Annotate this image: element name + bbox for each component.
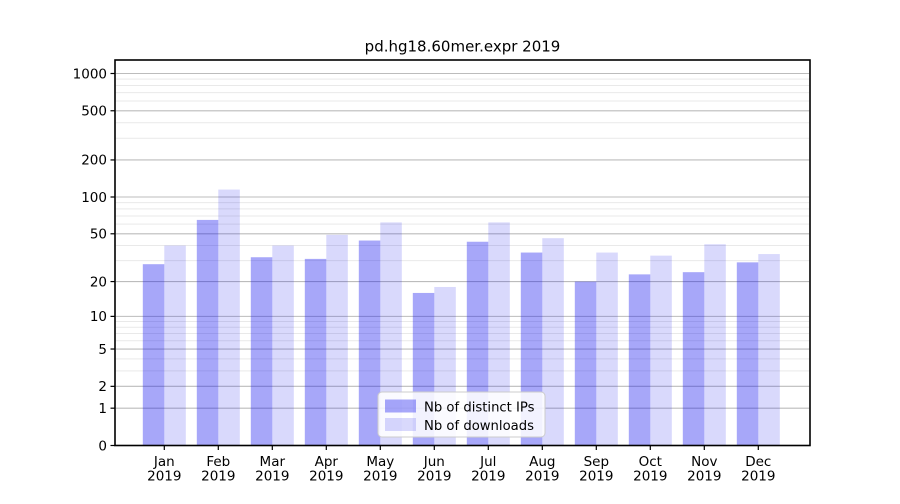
legend-swatch-downloads [385,418,416,431]
bar-ips-may [358,240,381,446]
year-label: 2019 [201,469,235,485]
bar-downloads-mar [272,245,294,446]
x-tick-label-may: May 2019 [363,454,397,485]
month-label: Oct [639,454,662,470]
y-tick-label: 20 [90,274,107,290]
year-label: 2019 [525,469,559,485]
legend-label-ips: Nb of distinct IPs [424,401,535,416]
y-tick-label: 2 [98,379,107,395]
bar-ips-sep [574,281,597,446]
month-label: Jan [153,454,175,470]
month-label: Feb [206,454,230,470]
x-tick-label-apr: Apr 2019 [309,454,343,485]
bar-ips-feb [196,219,219,446]
bar-downloads-oct [650,255,672,446]
year-label: 2019 [255,469,289,485]
year-label: 2019 [363,469,397,485]
year-label: 2019 [687,469,721,485]
x-tick-label-mar: Mar 2019 [255,454,289,485]
legend-swatch-ips [385,399,416,413]
y-tick-label: 50 [90,227,107,243]
bar-ips-dec [736,262,759,446]
bar-ips-oct [628,274,651,446]
y-tick-label: 1 [98,401,107,417]
x-tick-label-nov: Nov 2019 [687,454,721,485]
x-tick-label-jan: Jan 2019 [147,454,181,485]
year-label: 2019 [579,469,613,485]
bar-downloads-feb [218,189,240,446]
bar-ips-apr [304,258,327,446]
year-label: 2019 [471,469,505,485]
plot-border [114,59,811,447]
bar-ips-nov [682,272,705,446]
month-label: Sep [584,454,609,470]
y-tick-label: 10 [90,309,107,325]
bar-downloads-sep [596,252,618,446]
bar-downloads-apr [326,234,348,446]
year-label: 2019 [741,469,775,485]
bar-downloads-may [380,222,402,446]
y-tick-label: 200 [81,153,107,169]
x-tick-label-dec: Dec 2019 [741,454,775,485]
month-label: Jun [423,454,445,470]
bar-downloads-jan [164,245,186,446]
x-tick-label-jun: Jun 2019 [417,454,451,485]
month-label: Mar [260,454,286,470]
month-label: Jul [479,454,496,470]
month-label: Dec [745,454,771,470]
x-tick-label-jul: Jul 2019 [471,454,505,485]
y-axis: 0 1 2 5 10 20 50 100 200 500 1000 [73,66,115,454]
x-tick-label-oct: Oct 2019 [633,454,667,485]
legend-label-downloads: Nb of downloads [424,419,534,434]
bar-downloads-nov [704,244,726,446]
bars-layer [142,189,780,446]
bar-downloads-dec [758,254,780,446]
year-label: 2019 [633,469,667,485]
bar-downloads-aug [542,238,564,446]
y-tick-label: 5 [98,342,107,358]
bar-ips-jan [142,264,165,446]
x-tick-label-feb: Feb 2019 [201,454,235,485]
y-tick-label: 1000 [73,66,107,82]
year-label: 2019 [417,469,451,485]
grid-major-layer [115,72,810,409]
chart-title: pd.hg18.60mer.expr 2019 [365,38,561,56]
legend: Nb of distinct IPs Nb of downloads [377,391,546,438]
month-label: Aug [529,454,555,470]
bar-ips-mar [250,257,273,446]
year-label: 2019 [309,469,343,485]
bar-downloads-jul [488,222,510,446]
month-label: Nov [691,454,717,470]
y-tick-label: 0 [98,438,107,454]
month-label: Apr [315,454,339,470]
x-tick-label-aug: Aug 2019 [525,454,559,485]
legend-box [377,391,546,438]
grid-minor-layer [115,78,810,372]
y-tick-label: 500 [81,104,107,120]
y-tick-label: 100 [81,190,107,206]
x-tick-label-sep: Sep 2019 [579,454,613,485]
year-label: 2019 [147,469,181,485]
month-label: May [366,454,394,470]
